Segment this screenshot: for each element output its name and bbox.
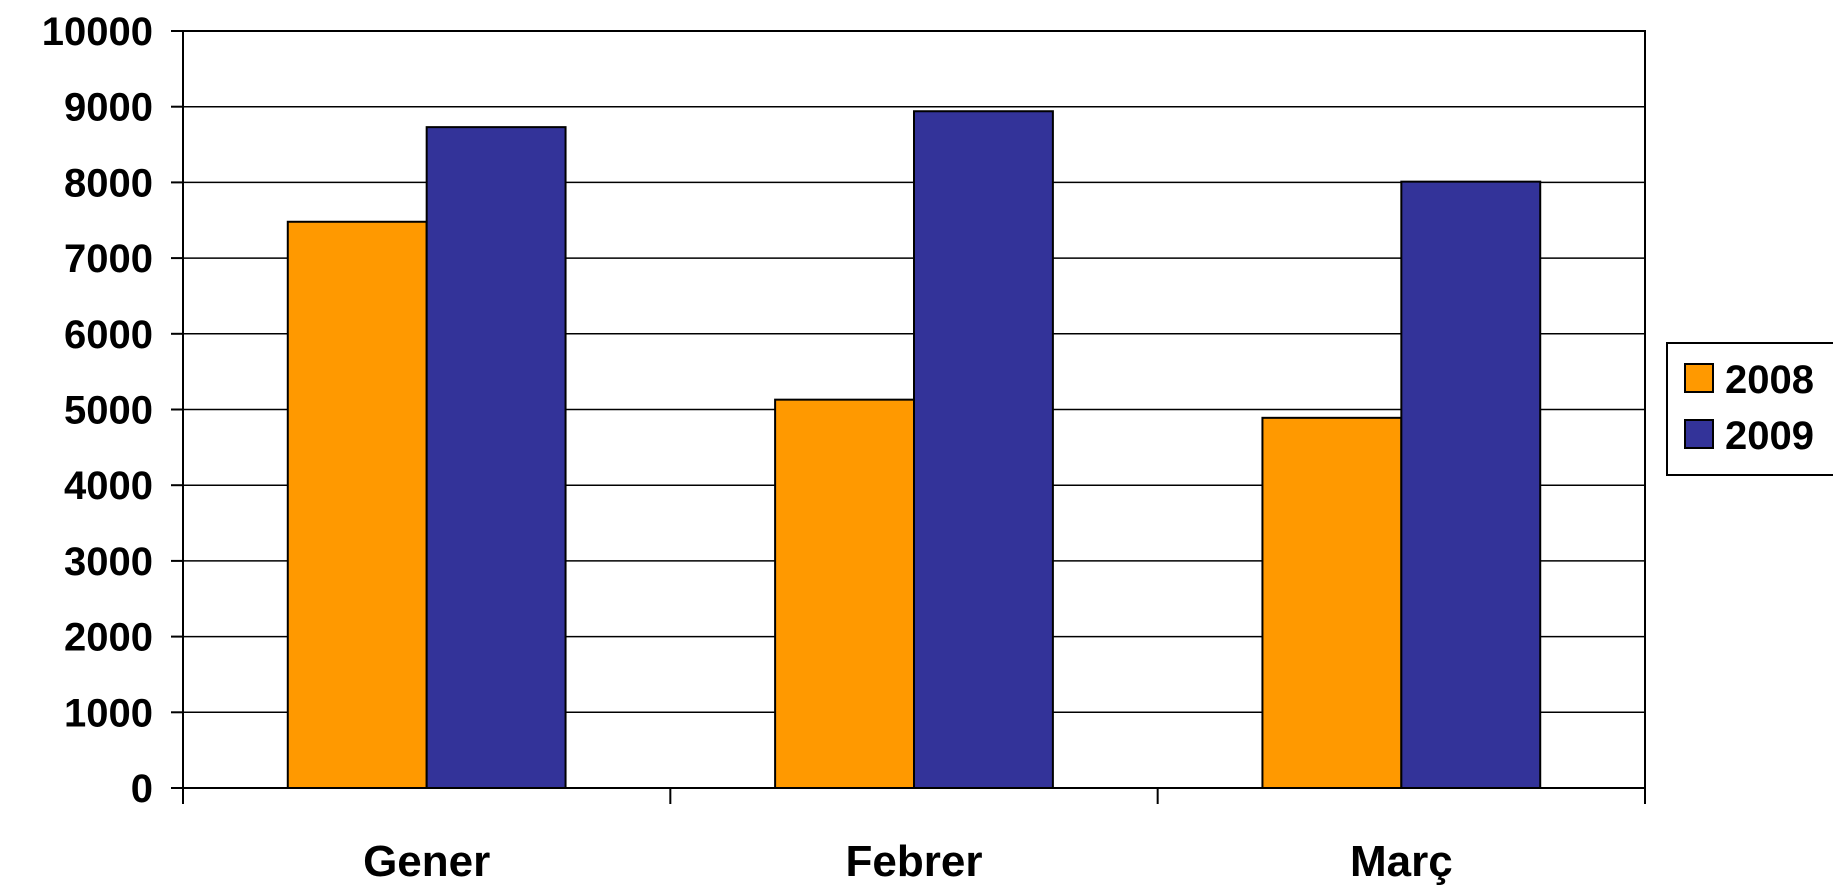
y-tick-label: 5000: [64, 389, 153, 433]
x-category-label: Febrer: [846, 837, 983, 886]
bar-2009-gener: [425, 126, 567, 790]
bar-2008-gener: [286, 220, 428, 790]
y-tick-label: 1000: [64, 691, 153, 735]
y-tick-label: 3000: [64, 540, 153, 584]
bar-2008-febrer: [774, 398, 915, 789]
legend-label-2008: 2008: [1725, 358, 1814, 402]
legend-label-2009: 2009: [1725, 414, 1814, 458]
legend-swatch-2008: [1684, 363, 1714, 393]
y-tick-label: 2000: [64, 616, 153, 660]
x-category-label: Març: [1350, 837, 1453, 886]
y-tick-label: 10000: [42, 10, 153, 54]
y-tick-label: 0: [131, 767, 153, 811]
x-axis-category-labels: Gener Febrer Març: [363, 837, 1453, 886]
y-tick-label: 8000: [64, 161, 153, 205]
y-tick-label: 4000: [64, 464, 153, 508]
y-tick-label: 6000: [64, 313, 153, 357]
bar-2008-març: [1261, 416, 1403, 789]
bar-2009-març: [1400, 180, 1542, 789]
y-axis-tick-labels: 0 1000 2000 3000 4000 5000 6000 7000 8000 9000 100…: [42, 10, 153, 811]
y-tick-label: 7000: [64, 237, 153, 281]
legend-swatch-2009: [1684, 419, 1714, 449]
axes: [171, 30, 1646, 804]
bars: [286, 110, 1542, 790]
bar-2009-febrer: [913, 110, 1054, 789]
x-category-label: Gener: [363, 837, 490, 886]
legend: 2008 2009: [1666, 342, 1833, 476]
y-tick-label: 9000: [64, 86, 153, 130]
